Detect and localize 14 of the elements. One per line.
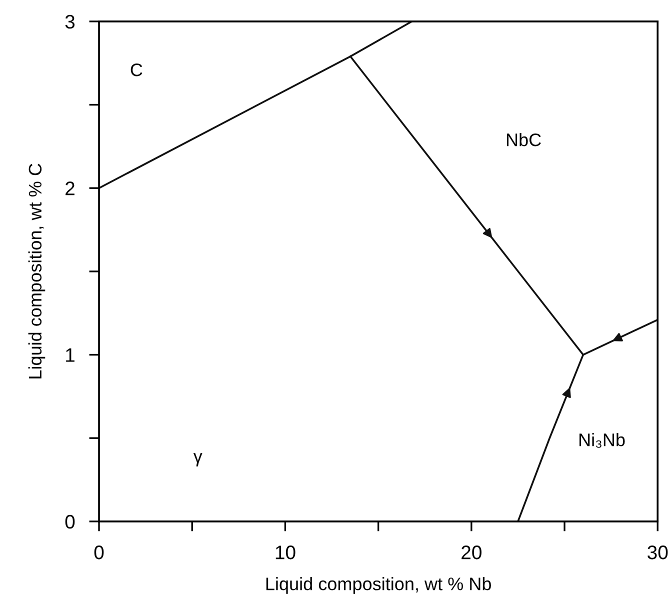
annotation: C — [130, 63, 142, 76]
y-axis-title: Liquid composition, wt % C — [28, 164, 46, 378]
x-tick-label: 0 — [94, 546, 104, 560]
annotation: Ni₃Nb — [580, 433, 625, 448]
x-tick-label: 10 — [276, 546, 296, 560]
y-tick-label: 3 — [65, 14, 75, 29]
annotation: NbC — [506, 133, 541, 146]
y-tick-label: 0 — [65, 514, 75, 529]
x-axis-title: Liquid composition, wt % Nb — [266, 577, 491, 594]
y-tick-label: 2 — [66, 182, 74, 196]
x-tick-label: 30 — [648, 546, 668, 560]
annotation: γ — [193, 453, 202, 466]
y-tick-label: 1 — [66, 348, 74, 362]
x-tick-label: 20 — [462, 546, 482, 560]
